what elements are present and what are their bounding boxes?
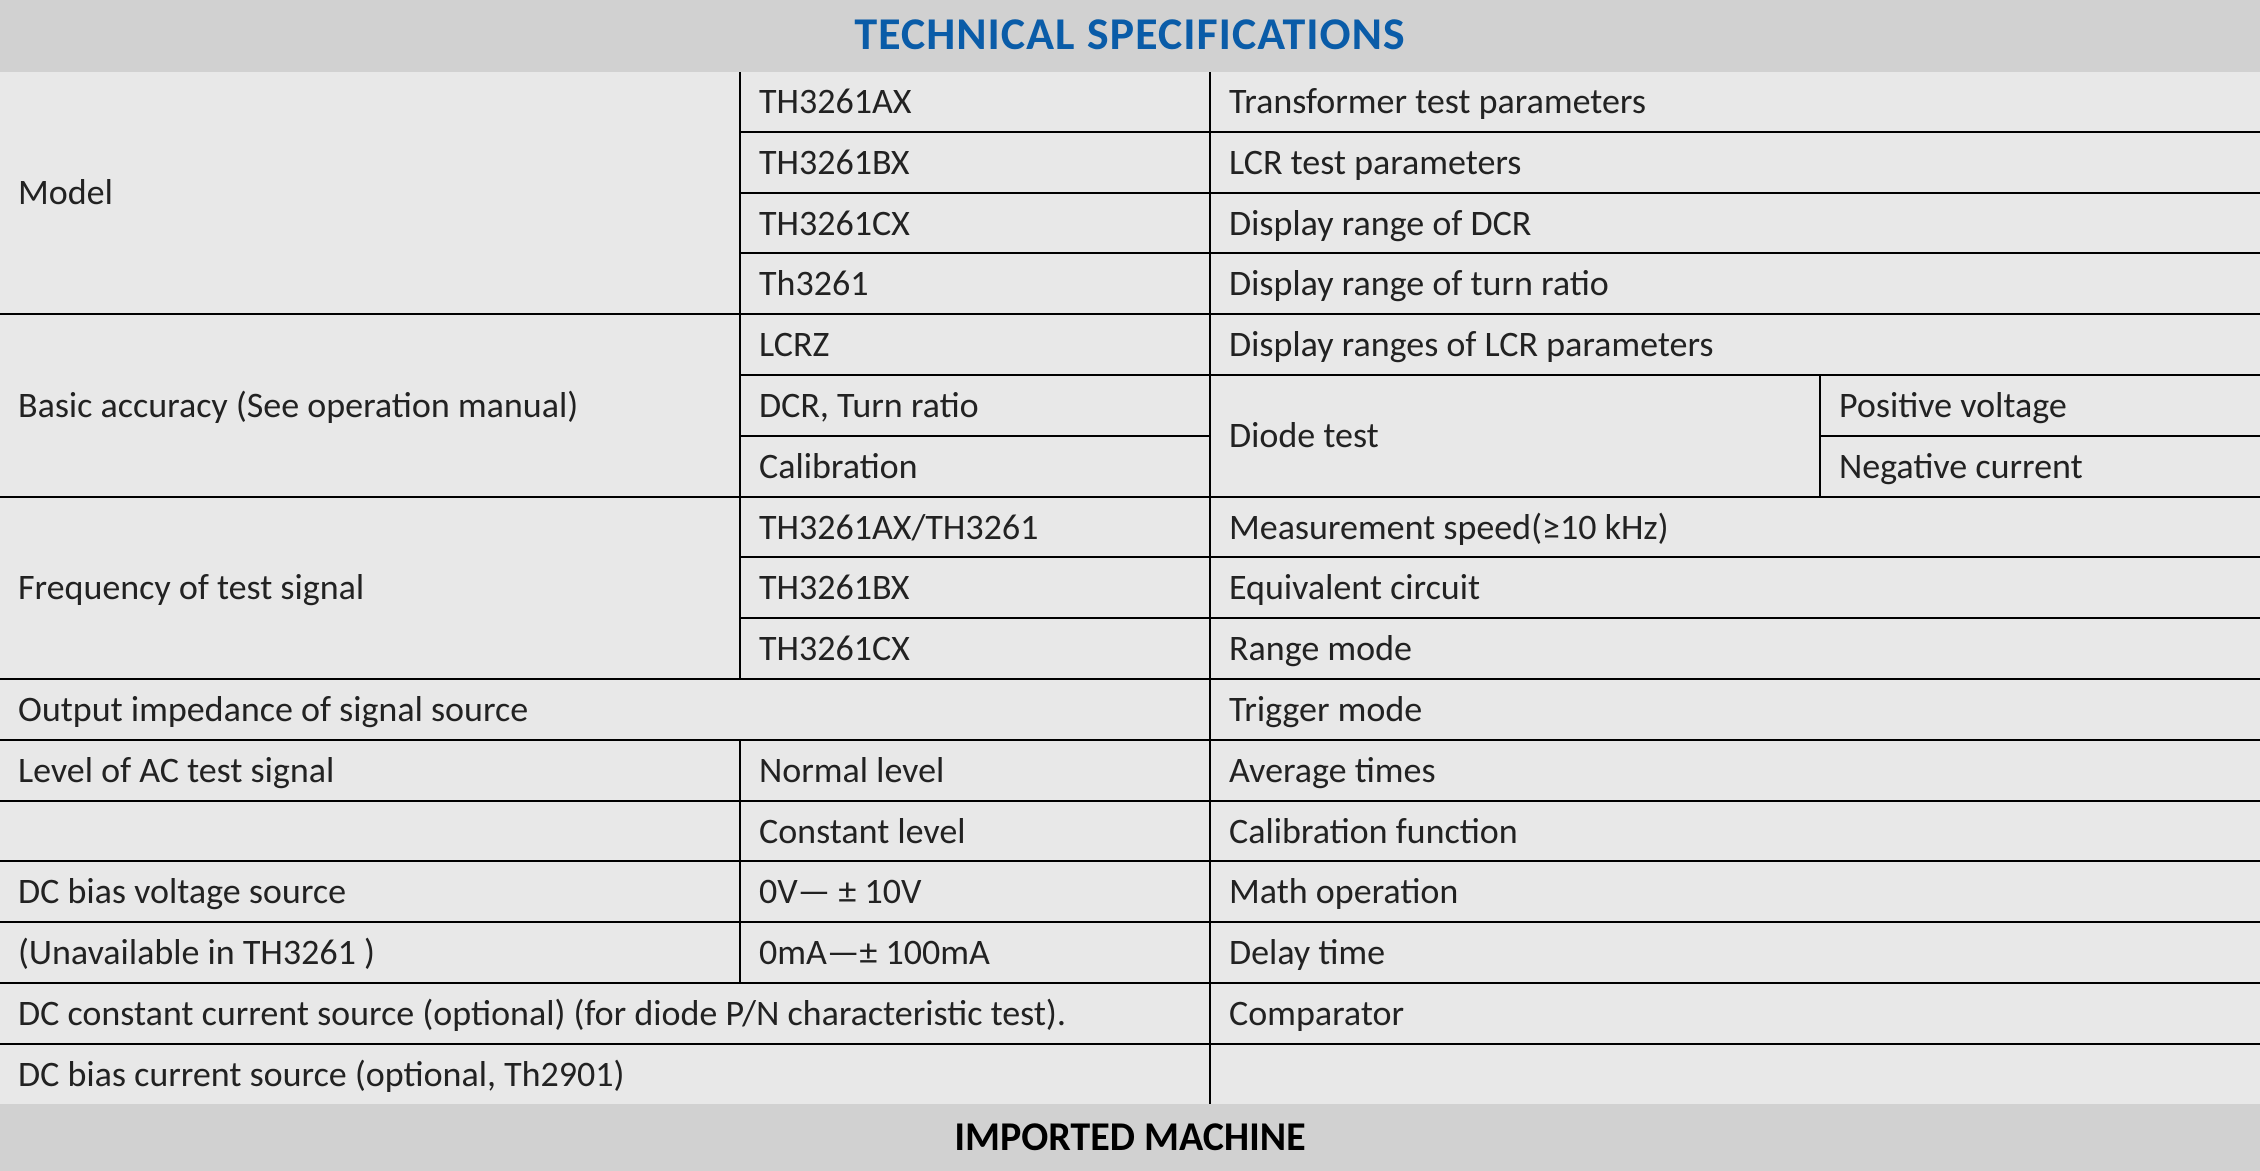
label-output-impedance: Output impedance of signal source [0,679,1210,740]
cell: Transformer test parameters [1210,72,2260,132]
cell: Equivalent circuit [1210,557,2260,618]
footer-text: IMPORTED MACHINE [954,1112,1305,1161]
cell: Calibration function [1210,801,2260,862]
label-dc-bias-v: DC bias voltage source [0,861,740,922]
cell: Display range of turn ratio [1210,253,2260,314]
cell: Constant level [740,801,1210,862]
cell: Comparator [1210,983,2260,1044]
label-frequency: Frequency of test signal [0,497,740,679]
cell: 0mA—± 100mA [740,922,1210,983]
cell: Delay time [1210,922,2260,983]
cell: LCR test parameters [1210,132,2260,193]
spec-table: Model TH3261AX Transformer test paramete… [0,72,2260,1104]
cell: Average times [1210,740,2260,801]
cell: Range mode [1210,618,2260,679]
cell: DCR, Turn ratio [740,375,1210,436]
title-bar: TECHNICAL SPECIFICATIONS [0,0,2260,72]
label-model: Model [0,72,740,314]
cell: Negative current [1820,436,2260,497]
cell: Normal level [740,740,1210,801]
cell: TH3261AX [740,72,1210,132]
cell: TH3261CX [740,193,1210,254]
label-ac-level: Level of AC test signal [0,740,740,801]
cell: Measurement speed(≥10 kHz) [1210,497,2260,558]
cell: TH3261AX/TH3261 [740,497,1210,558]
page-title: TECHNICAL SPECIFICATIONS [854,6,1405,62]
cell: Positive voltage [1820,375,2260,436]
cell: LCRZ [740,314,1210,375]
footer-bar: IMPORTED MACHINE [0,1104,2260,1171]
cell: Display ranges of LCR parameters [1210,314,2260,375]
cell: Display range of DCR [1210,193,2260,254]
cell: Trigger mode [1210,679,2260,740]
label-dc-constant-current: DC constant current source (optional) (f… [0,983,1210,1044]
label-dc-bias-note: (Unavailable in TH3261 ) [0,922,740,983]
label-dc-bias-current: DC bias current source (optional, Th2901… [0,1044,1210,1104]
cell [1210,1044,2260,1104]
cell: Diode test [1210,375,1820,497]
cell: TH3261BX [740,132,1210,193]
cell [0,801,740,862]
cell: Math operation [1210,861,2260,922]
cell: TH3261CX [740,618,1210,679]
cell: TH3261BX [740,557,1210,618]
cell: Calibration [740,436,1210,497]
cell: 0V— ± 10V [740,861,1210,922]
label-accuracy: Basic accuracy (See operation manual) [0,314,740,496]
cell: Th3261 [740,253,1210,314]
